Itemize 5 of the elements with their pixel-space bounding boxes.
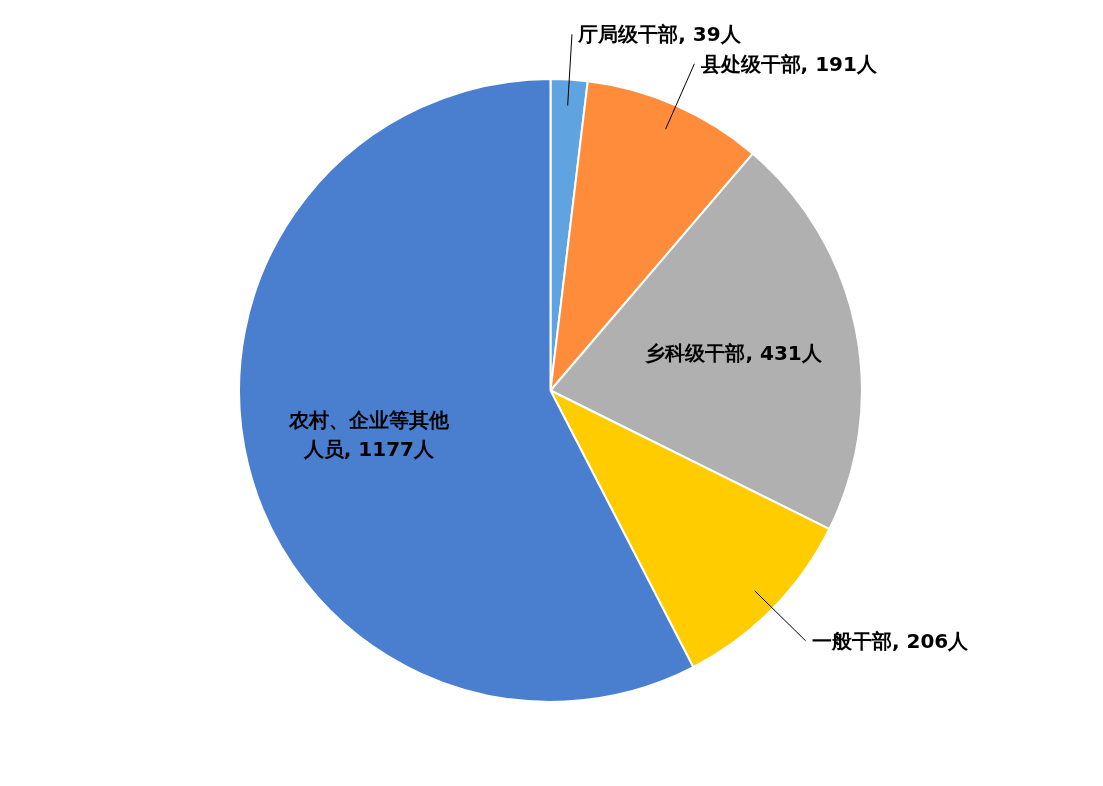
slice-label: 一般干部, 206人 — [811, 628, 970, 653]
slice-label: 农村、企业等其他人员, 1177人 — [287, 408, 450, 461]
slice-label: 乡科级干部, 431人 — [645, 341, 823, 366]
slice-label: 县处级干部, 191人 — [699, 51, 878, 76]
slice-label: 厅局级干部, 39人 — [577, 22, 742, 47]
